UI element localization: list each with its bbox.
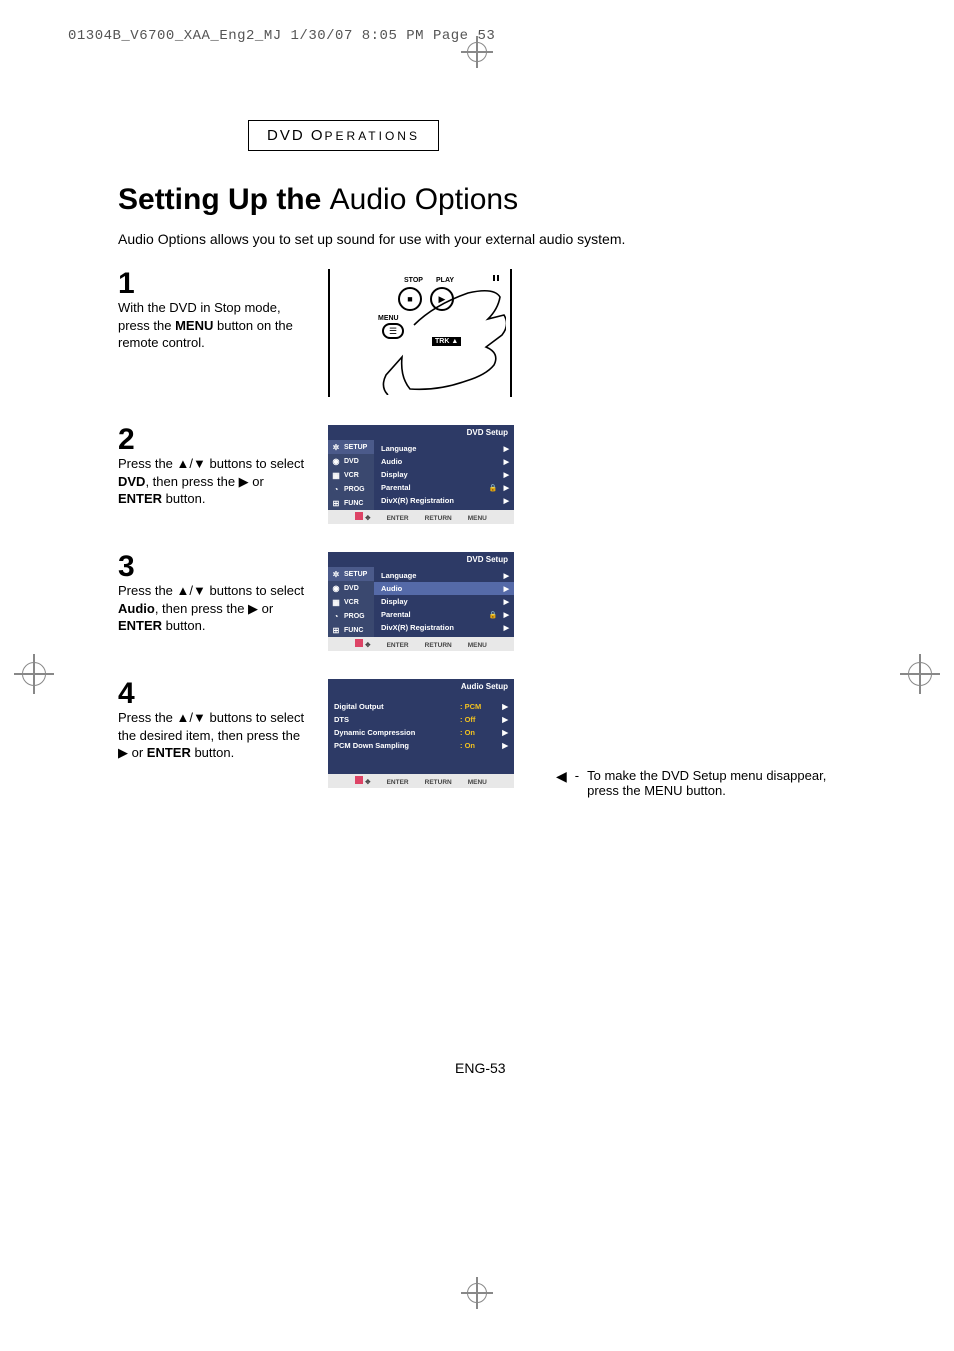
section-header-main: DVD O <box>267 127 325 144</box>
step-4-number: 4 <box>118 679 306 709</box>
step-4-body: Press the ▲/▼ buttons to select the desi… <box>118 709 306 762</box>
step-2-osd: DVD Setup ✲SETUP ◉DVD ▦VCR ◔PROG ⊞FUNC L… <box>328 425 514 524</box>
osd-audio-main: Digital Output: PCM▶ DTS: Off▶ Dynamic C… <box>328 694 514 774</box>
side-note: ◀ - To make the DVD Setup menu disappear… <box>556 768 836 798</box>
sidebar-vcr: ▦VCR <box>328 595 374 609</box>
step-3-osd: DVD Setup ✲SETUP ◉DVD ▦VCR ◔PROG ⊞FUNC L… <box>328 552 514 651</box>
sidebar-func: ⊞FUNC <box>328 496 374 510</box>
sidebar-vcr: ▦VCR <box>328 468 374 482</box>
step-3-number: 3 <box>118 552 306 582</box>
osd-row-language: Language▶ <box>374 442 514 455</box>
osd-main: Language▶ Audio▶ Display▶ Parental ▶ Div… <box>374 440 514 510</box>
hand-icon <box>338 275 506 395</box>
audio-row-pcm: PCM Down Sampling: On▶ <box>334 739 508 752</box>
step-2-body: Press the ▲/▼ buttons to select DVD, the… <box>118 455 306 508</box>
section-header-caps: PERATIONS <box>325 129 420 143</box>
step-2: 2 Press the ▲/▼ buttons to select DVD, t… <box>118 425 838 524</box>
dash-icon: - <box>575 768 579 783</box>
step-1-body: With the DVD in Stop mode, press the MEN… <box>118 299 306 352</box>
osd-footer: ✥ ENTER RETURN MENU <box>328 774 514 788</box>
osd-footer: ✥ ENTER RETURN MENU <box>328 637 514 651</box>
osd-title: DVD Setup <box>328 425 514 440</box>
osd-row-display: Display▶ <box>374 595 514 608</box>
osd-footer: ✥ ENTER RETURN MENU <box>328 510 514 524</box>
osd-main: Language▶ Audio▶ Display▶ Parental ▶ Div… <box>374 567 514 637</box>
osd-sidebar: ✲SETUP ◉DVD ▦VCR ◔PROG ⊞FUNC <box>328 567 374 637</box>
osd-row-audio: Audio▶ <box>374 582 514 595</box>
step-1-number: 1 <box>118 269 306 299</box>
osd-row-divx: DivX(R) Registration▶ <box>374 621 514 634</box>
triangle-left-icon: ◀ <box>556 768 567 785</box>
intro-text: Audio Options allows you to set up sound… <box>118 231 838 247</box>
osd-row-parental: Parental ▶ <box>374 608 514 621</box>
osd-row-divx: DivX(R) Registration▶ <box>374 494 514 507</box>
step-4-osd: Audio Setup Digital Output: PCM▶ DTS: Of… <box>328 679 514 788</box>
audio-row-dts: DTS: Off▶ <box>334 713 508 726</box>
step-3: 3 Press the ▲/▼ buttons to select Audio,… <box>118 552 838 651</box>
osd-row-language: Language▶ <box>374 569 514 582</box>
osd-title: DVD Setup <box>328 552 514 567</box>
steps-container: 1 With the DVD in Stop mode, press the M… <box>118 269 838 788</box>
audio-row-dyncomp: Dynamic Compression: On▶ <box>334 726 508 739</box>
sidebar-dvd: ◉DVD <box>328 454 374 468</box>
title-light: Audio Options <box>330 183 518 216</box>
crop-mark-left <box>18 658 50 690</box>
crop-mark-right <box>904 658 936 690</box>
sidebar-setup: ✲SETUP <box>328 440 374 454</box>
print-header: 01304B_V6700_XAA_Eng2_MJ 1/30/07 8:05 PM… <box>68 28 495 44</box>
crop-mark-top <box>465 40 489 64</box>
sidebar-setup: ✲SETUP <box>328 567 374 581</box>
step-1-figure: STOP PLAY ■ ▶ MENU ☰ TRK ▲ <box>328 269 512 397</box>
step-2-number: 2 <box>118 425 306 455</box>
page-title: Setting Up the Audio Options <box>118 183 838 217</box>
crop-mark-bottom <box>465 1281 489 1305</box>
sidebar-prog: ◔PROG <box>328 609 374 623</box>
side-note-text: To make the DVD Setup menu disappear, pr… <box>587 768 836 798</box>
audio-row-digital: Digital Output: PCM▶ <box>334 700 508 713</box>
osd-row-audio: Audio▶ <box>374 455 514 468</box>
section-header-box: DVD OPERATIONS <box>248 120 439 151</box>
osd-row-parental: Parental ▶ <box>374 481 514 494</box>
lock-icon <box>489 610 498 619</box>
step-1: 1 With the DVD in Stop mode, press the M… <box>118 269 838 397</box>
title-bold: Setting Up the <box>118 183 330 216</box>
sidebar-func: ⊞FUNC <box>328 623 374 637</box>
osd-sidebar: ✲SETUP ◉DVD ▦VCR ◔PROG ⊞FUNC <box>328 440 374 510</box>
sidebar-dvd: ◉DVD <box>328 581 374 595</box>
lock-icon <box>489 483 498 492</box>
page-content: DVD OPERATIONS Setting Up the Audio Opti… <box>118 120 838 816</box>
step-3-body: Press the ▲/▼ buttons to select Audio, t… <box>118 582 306 635</box>
osd-row-display: Display▶ <box>374 468 514 481</box>
osd-audio-title: Audio Setup <box>328 679 514 694</box>
sidebar-prog: ◔PROG <box>328 482 374 496</box>
page-number: ENG-53 <box>455 1060 506 1076</box>
